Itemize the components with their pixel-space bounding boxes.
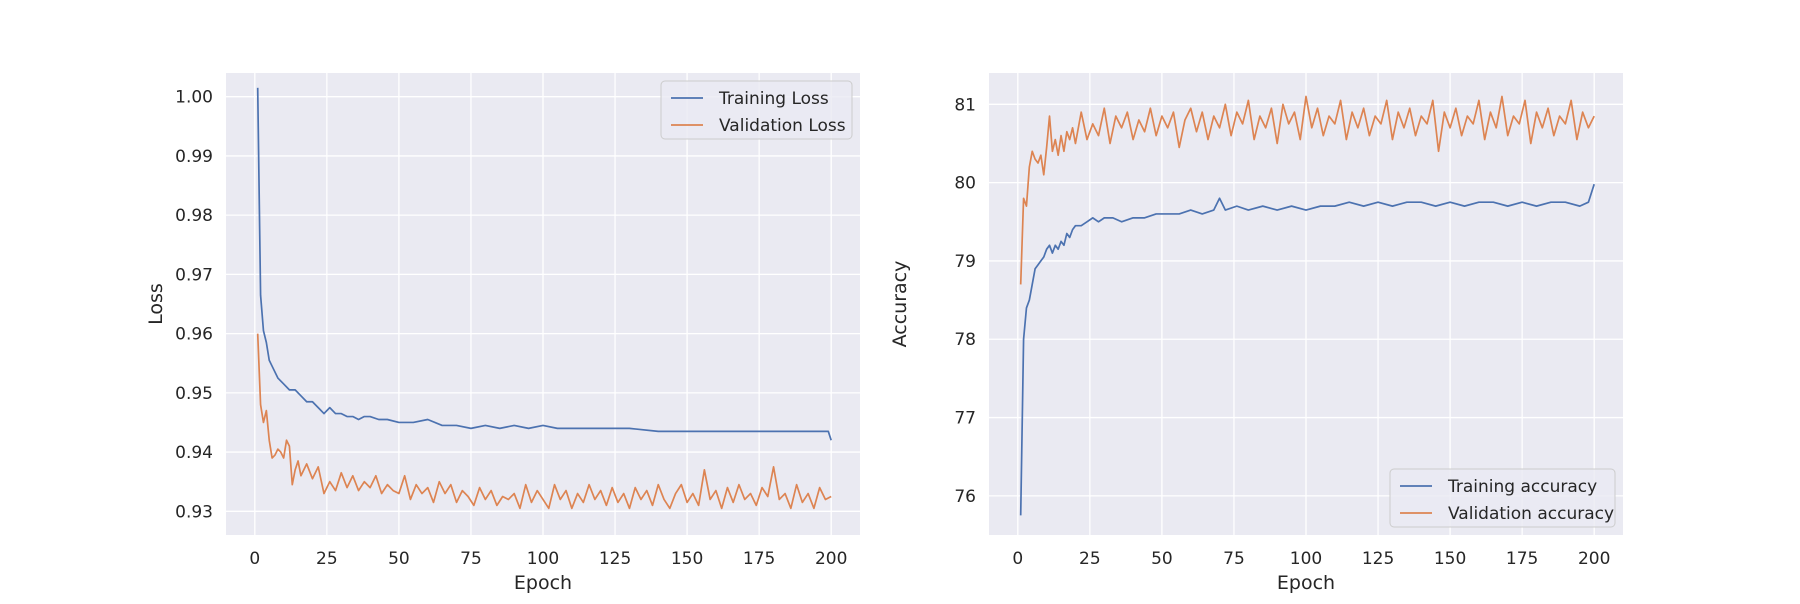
y-tick-label: 0.93 (175, 502, 213, 522)
x-tick-label: 50 (1151, 549, 1173, 569)
series-line-validation-accuracy (1019, 95, 1595, 285)
x-tick-label: 0 (1012, 549, 1023, 569)
legend-frame (660, 80, 853, 140)
y-tick-label: 0.99 (175, 147, 213, 167)
x-axis-label: Epoch (1277, 572, 1335, 594)
y-tick-label: 80 (954, 174, 976, 194)
x-tick-label: 125 (1362, 549, 1394, 569)
x-tick-label: 75 (1223, 549, 1245, 569)
y-tick-label: 0.97 (175, 265, 213, 285)
y-tick-label: 1.00 (175, 88, 213, 108)
x-tick-label: 50 (388, 549, 410, 569)
series-line-training-accuracy (1019, 183, 1595, 516)
y-tick-label: 77 (954, 409, 976, 429)
x-tick-label: 150 (671, 549, 703, 569)
legend: Training accuracy Validation accuracy (1389, 468, 1616, 528)
x-tick-label: 175 (743, 549, 775, 569)
series-line-validation-loss (256, 333, 832, 510)
y-tick-label: 0.98 (175, 206, 213, 226)
legend-entry: Validation Loss (719, 116, 846, 136)
y-tick-label: 79 (954, 252, 976, 272)
x-tick-label: 100 (527, 549, 559, 569)
y-tick-label: 0.95 (175, 384, 213, 404)
y-axis-label: Accuracy (889, 261, 911, 348)
y-tick-label: 0.96 (175, 325, 213, 345)
y-tick-label: 76 (954, 487, 976, 507)
legend: Training Loss Validation Loss (660, 80, 853, 140)
y-axis-label: Loss (145, 283, 167, 325)
x-tick-label: 175 (1506, 549, 1538, 569)
y-tick-label: 78 (954, 330, 976, 350)
legend-entry: Training accuracy (1447, 477, 1597, 497)
x-tick-label: 125 (599, 549, 631, 569)
x-tick-label: 200 (815, 549, 847, 569)
y-tick-label: 0.94 (175, 443, 213, 463)
x-tick-label: 75 (460, 549, 482, 569)
accuracy-chart: 0 25 50 75 100 125 150 175 200 76 77 78 79 80 81 Epoch A… (889, 73, 1623, 594)
x-tick-label: 25 (316, 549, 338, 569)
legend-frame (1389, 468, 1616, 528)
x-axis-label: Epoch (514, 572, 572, 594)
y-tick-label: 81 (954, 95, 976, 115)
x-tick-label: 200 (1578, 549, 1610, 569)
x-tick-label: 0 (249, 549, 260, 569)
series-line-training-loss (256, 87, 832, 441)
x-tick-label: 100 (1290, 549, 1322, 569)
x-tick-label: 25 (1079, 549, 1101, 569)
loss-chart: 0 25 50 75 100 125 150 175 200 0.93 0.94 0.95 0.96 0.… (145, 73, 860, 594)
x-tick-label: 150 (1434, 549, 1466, 569)
legend-entry: Training Loss (718, 89, 829, 109)
legend-entry: Validation accuracy (1448, 504, 1614, 524)
